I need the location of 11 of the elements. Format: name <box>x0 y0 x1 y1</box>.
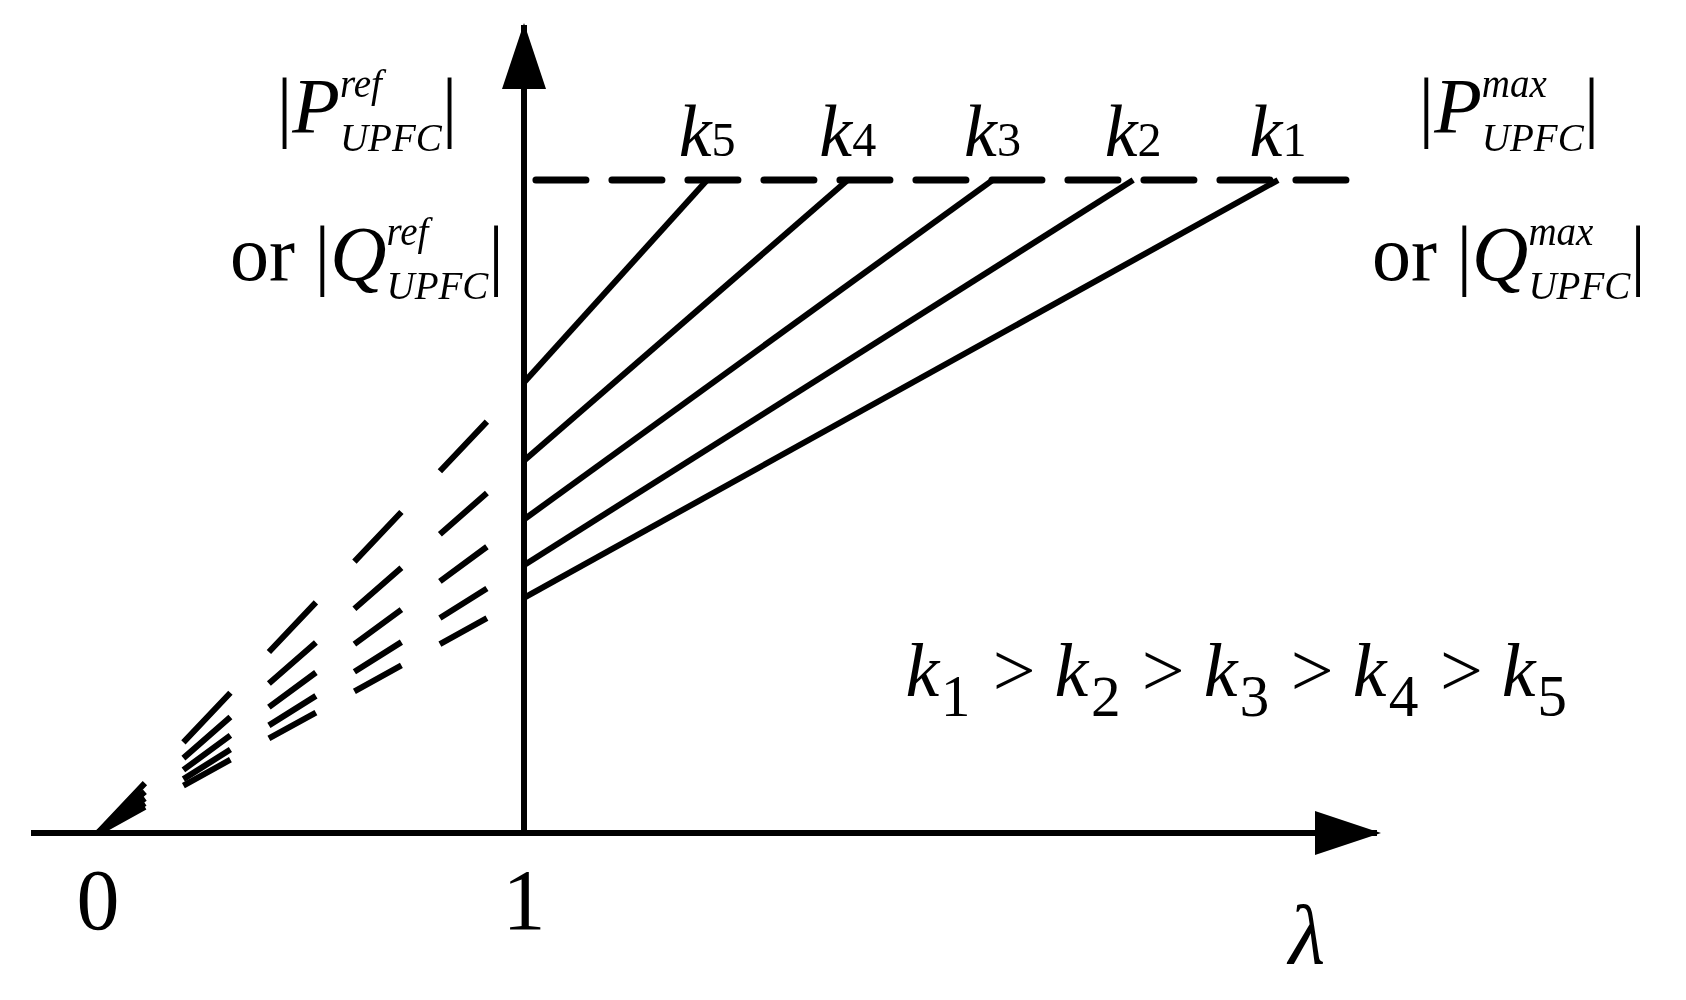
x-tick-label: 1 <box>502 851 546 948</box>
series-label: k3 <box>964 90 1022 173</box>
x-tick-label: 0 <box>76 851 120 948</box>
series-label: k4 <box>819 90 877 173</box>
text: |P$^{max}$$_{UPFC}$| or |Q$^{max}$$_{UPFC}$| <box>1372 61 1646 308</box>
series-label: k1 <box>1249 90 1307 173</box>
text: |P$^{ref}$$_{UPFC}$| or |Q$^{ref}$$_{UPFC}$| <box>230 61 504 308</box>
series-label: k2 <box>1104 90 1162 173</box>
series-label: k5 <box>678 90 736 173</box>
x-axis-title: λ <box>1288 887 1326 981</box>
text: k₁ > k₂ > k₃ > k₄ > k₅ <box>905 607 1570 717</box>
